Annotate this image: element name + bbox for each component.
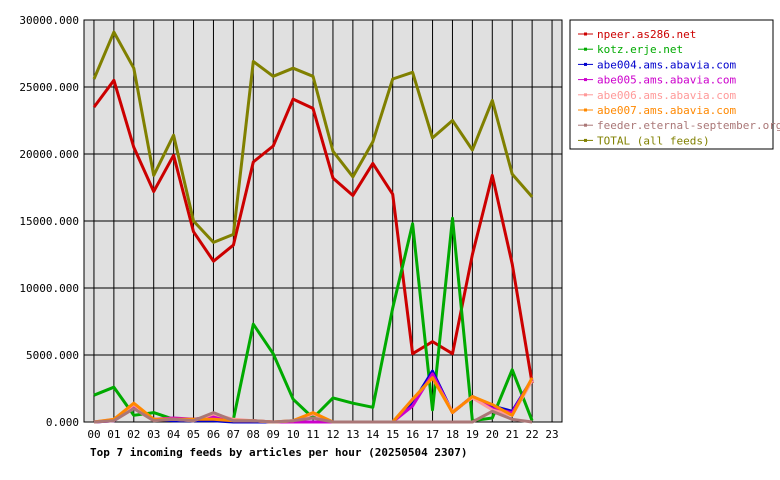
x-tick-label: 03 [147,428,160,441]
legend-label: abe006.ams.abavia.com [597,89,736,102]
legend-box [569,19,774,150]
legend-label: abe004.ams.abavia.com [597,58,736,71]
x-tick-label: 11 [306,428,319,441]
y-tick-label: 0.000 [46,416,79,429]
x-tick-label: 23 [545,428,558,441]
series-lines [92,30,534,424]
x-tick-label: 05 [187,428,200,441]
x-tick-label: 13 [346,428,359,441]
x-tick-label: 14 [366,428,380,441]
x-tick-label: 15 [386,428,399,441]
legend-label: kotz.erje.net [597,43,683,56]
x-tick-label: 07 [227,428,240,441]
x-tick-label: 18 [446,428,459,441]
legend-marker [584,123,587,127]
chart-title: Top 7 incoming feeds by articles per hou… [90,446,468,459]
legend-marker [584,32,587,36]
legend-marker [584,78,587,82]
y-tick-label: 15000.000 [19,215,79,228]
x-tick-label: 21 [506,428,519,441]
legend-label: abe005.ams.abavia.com [597,74,736,87]
x-tick-label: 20 [486,428,499,441]
legend-marker [584,138,587,142]
legend-marker [584,62,587,66]
y-tick-label: 30000.000 [19,14,79,27]
y-axis: 0.000 5000.000 10000.000 15000.000 20000.000… [19,14,79,429]
x-tick-label: 19 [466,428,479,441]
legend-label: npeer.as286.net [597,28,696,41]
legend: npeer.as286.net kotz.erje.net abe004.ams.a… [578,28,780,147]
series-line [92,30,534,244]
x-tick-label: 02 [127,428,140,441]
legend-label: abe007.ams.abavia.com [597,104,736,117]
x-tick-label: 01 [107,428,120,441]
y-tick-label: 10000.000 [19,282,79,295]
x-tick-label: 16 [406,428,419,441]
x-tick-label: 10 [287,428,300,441]
legend-marker [584,108,587,112]
legend-label: feeder.eternal-september.org [597,119,780,132]
x-tick-label: 08 [247,428,260,441]
y-tick-label: 20000.000 [19,148,79,161]
x-tick-label: 22 [526,428,539,441]
x-tick-label: 12 [326,428,339,441]
x-tick-label: 06 [207,428,220,441]
legend-marker [584,93,587,97]
x-axis: 00 01 02 03 04 05 06 07 08 09 10 11 12 13 14 15 16 17 18 19… [87,428,558,441]
x-tick-label: 00 [87,428,100,441]
x-tick-label: 09 [267,428,280,441]
series-line [92,78,534,384]
x-tick-label: 17 [426,428,439,441]
legend-label: TOTAL (all feeds) [597,134,710,147]
y-tick-label: 5000.000 [26,349,79,362]
series-line [93,407,533,424]
y-tick-label: 25000.000 [19,81,79,94]
x-tick-label: 04 [167,428,181,441]
legend-marker [584,47,587,51]
